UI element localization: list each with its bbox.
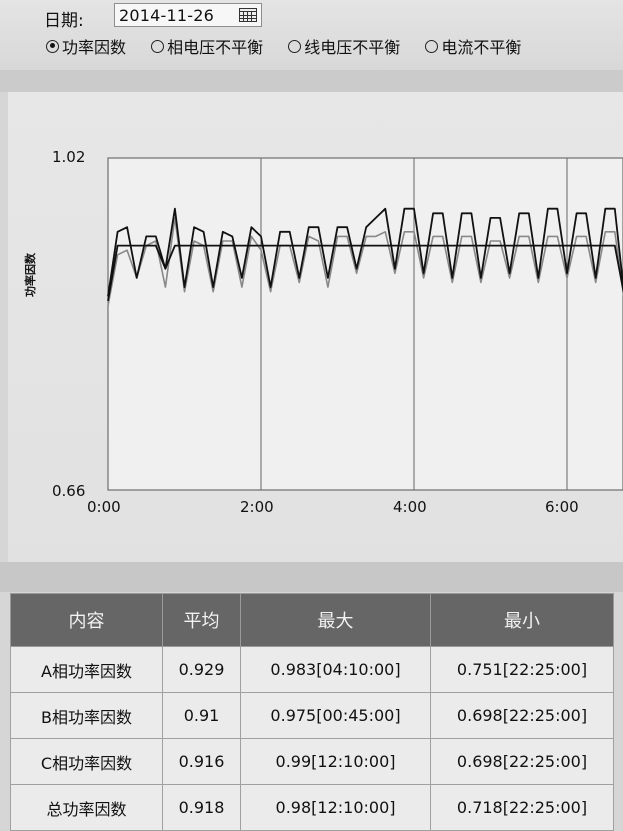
cell-min: 0.698[22:25:00] — [430, 738, 614, 785]
table-row: 总功率因数 0.918 0.98[12:10:00] 0.718[22:25:0… — [10, 784, 614, 831]
cell-name: C相功率因数 — [10, 738, 163, 785]
chart-series-line — [107, 244, 623, 302]
radio-power-factor[interactable]: 功率因数 — [46, 34, 126, 58]
cell-min: 0.718[22:25:00] — [430, 784, 614, 831]
table-header-row: 内容 平均 最大 最小 — [10, 593, 614, 647]
x-tick-label: 4:00 — [393, 498, 427, 516]
x-tick-label: 0:00 — [87, 498, 121, 516]
table-row: A相功率因数 0.929 0.983[04:10:00] 0.751[22:25… — [10, 646, 614, 693]
x-tick-label: 6:00 — [545, 498, 579, 516]
chart-series-line — [107, 207, 623, 297]
date-label: 日期: — [44, 11, 84, 31]
cell-average: 0.91 — [162, 692, 241, 739]
table-row: C相功率因数 0.916 0.99[12:10:00] 0.698[22:25:… — [10, 738, 614, 785]
date-value[interactable]: 2014-11-26 — [119, 6, 214, 25]
header-max: 最大 — [240, 593, 431, 647]
radio-current-unbalance[interactable]: 电流不平衡 — [425, 34, 521, 58]
header-average: 平均 — [162, 593, 241, 647]
header-min: 最小 — [430, 593, 614, 647]
y-tick-label: 0.66 — [52, 482, 86, 500]
cell-average: 0.918 — [162, 784, 241, 831]
divider-strip — [0, 70, 623, 92]
filter-bar: 日期: 2014-11-26 功率因数 相电压不平衡 线电压不平衡 电流不平衡 — [0, 0, 623, 71]
header-content: 内容 — [10, 593, 163, 647]
radio-selected-icon[interactable] — [46, 39, 59, 53]
cell-name: 总功率因数 — [10, 784, 163, 831]
cell-name: B相功率因数 — [10, 692, 163, 739]
chart-y-axis-label: 功率因数 — [24, 253, 37, 297]
cell-max: 0.983[04:10:00] — [240, 646, 431, 693]
power-factor-chart — [107, 157, 623, 491]
chart-plot-area — [107, 157, 623, 491]
radio-label[interactable]: 电流不平衡 — [441, 38, 522, 57]
radio-unselected-icon[interactable] — [288, 39, 302, 53]
calendar-icon[interactable] — [239, 8, 257, 22]
cell-max: 0.975[00:45:00] — [240, 692, 431, 739]
cell-min: 0.751[22:25:00] — [430, 646, 614, 693]
y-tick-label: 1.02 — [52, 148, 86, 166]
x-tick-label: 2:00 — [240, 498, 274, 516]
cell-max: 0.99[12:10:00] — [240, 738, 431, 785]
radio-label[interactable]: 相电压不平衡 — [167, 38, 264, 57]
chart-series-line — [107, 217, 623, 306]
stats-table: 内容 平均 最大 最小 A相功率因数 0.929 0.983[04:10:00]… — [10, 593, 614, 831]
divider-strip — [0, 562, 623, 592]
cell-max: 0.98[12:10:00] — [240, 784, 431, 831]
cell-name: A相功率因数 — [10, 646, 163, 693]
stats-table-wrap: 内容 平均 最大 最小 A相功率因数 0.929 0.983[04:10:00]… — [10, 593, 614, 831]
date-field[interactable]: 2014-11-26 — [114, 3, 262, 27]
cell-min: 0.698[22:25:00] — [430, 692, 614, 739]
radio-unselected-icon[interactable] — [151, 39, 165, 53]
table-row: B相功率因数 0.91 0.975[00:45:00] 0.698[22:25:… — [10, 692, 614, 739]
radio-label[interactable]: 线电压不平衡 — [304, 38, 401, 57]
cell-average: 0.929 — [162, 646, 241, 693]
cell-average: 0.916 — [162, 738, 241, 785]
radio-label[interactable]: 功率因数 — [62, 38, 127, 57]
metric-radio-group: 功率因数 相电压不平衡 线电压不平衡 电流不平衡 — [46, 34, 623, 58]
radio-unselected-icon[interactable] — [425, 39, 439, 53]
radio-phase-voltage-unbalance[interactable]: 相电压不平衡 — [151, 34, 263, 58]
radio-line-voltage-unbalance[interactable]: 线电压不平衡 — [288, 34, 400, 58]
